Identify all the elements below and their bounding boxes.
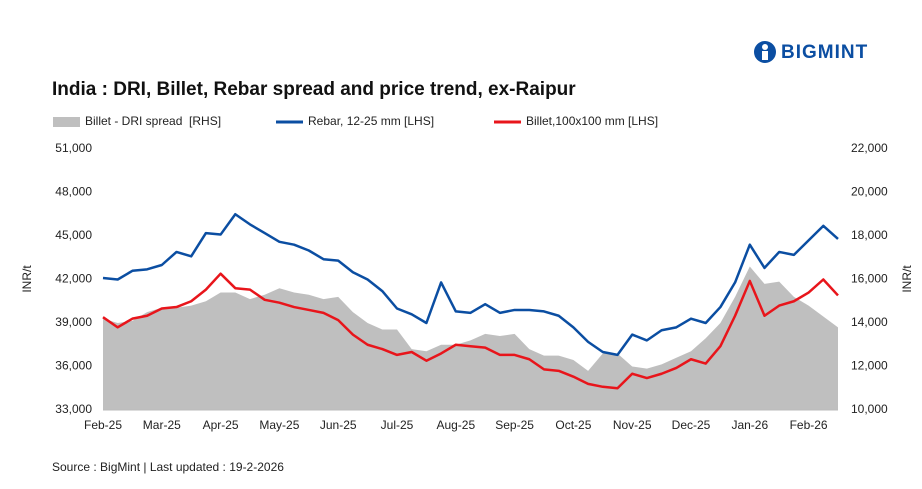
- chart-title: India : DRI, Billet, Rebar spread and pr…: [52, 79, 576, 100]
- y-tick-label: 42,000: [55, 272, 92, 286]
- y2-tick-label: 16,000: [851, 272, 888, 286]
- y-tick-label: 48,000: [55, 185, 92, 199]
- y-tick-label: 36,000: [55, 359, 92, 373]
- y2-tick-label: 12,000: [851, 359, 888, 373]
- y2-axis-title: INR/t: [900, 265, 914, 293]
- legend-swatch: [53, 117, 80, 127]
- y-tick-label: 33,000: [55, 402, 92, 416]
- x-tick-label: Oct-25: [555, 418, 591, 432]
- brand: BIGMINT: [781, 42, 868, 63]
- logo-icon-body: [762, 51, 768, 60]
- y2-tick-label: 22,000: [851, 141, 888, 155]
- legend-label: Billet - DRI spread [RHS]: [85, 114, 221, 128]
- source-note: Source : BigMint | Last updated : 19-2-2…: [52, 460, 284, 474]
- x-tick-label: Apr-25: [203, 418, 239, 432]
- y-tick-label: 45,000: [55, 228, 92, 242]
- x-tick-label: Aug-25: [436, 418, 475, 432]
- logo-icon-head: [762, 44, 768, 50]
- y2-tick-label: 10,000: [851, 402, 888, 416]
- y-axis-title: INR/t: [20, 265, 34, 293]
- logo: BIGMINT: [754, 41, 868, 63]
- y2-tick-label: 14,000: [851, 315, 888, 329]
- y2-tick-label: 20,000: [851, 185, 888, 199]
- x-tick-label: Dec-25: [672, 418, 711, 432]
- y-tick-label: 51,000: [55, 141, 92, 155]
- x-tick-label: Jul-25: [381, 418, 414, 432]
- x-tick-label: Jan-26: [731, 418, 768, 432]
- y2-tick-label: 18,000: [851, 228, 888, 242]
- legend-label: Billet,100x100 mm [LHS]: [526, 114, 658, 128]
- spread-area: [103, 266, 838, 410]
- x-tick-label: Feb-25: [84, 418, 122, 432]
- price-line: [102, 272, 839, 390]
- price-line: [102, 213, 839, 357]
- x-tick-label: Nov-25: [613, 418, 652, 432]
- x-tick-label: Jun-25: [320, 418, 357, 432]
- x-tick-label: Mar-25: [143, 418, 181, 432]
- legend-label: Rebar, 12-25 mm [LHS]: [308, 114, 434, 128]
- x-tick-label: Sep-25: [495, 418, 534, 432]
- x-tick-label: Feb-26: [790, 418, 828, 432]
- y-tick-label: 39,000: [55, 315, 92, 329]
- x-tick-label: May-25: [259, 418, 299, 432]
